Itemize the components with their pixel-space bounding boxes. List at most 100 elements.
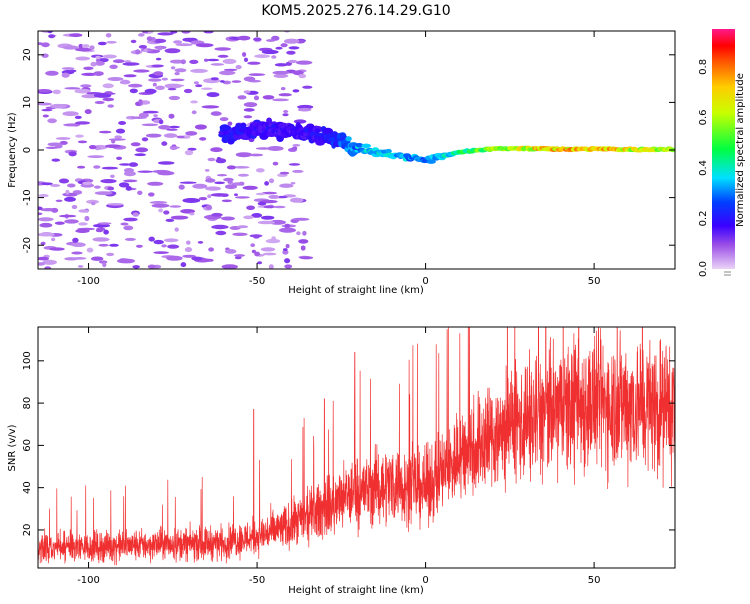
- noise-blob: [132, 265, 140, 269]
- noise-blob: [210, 147, 223, 153]
- noise-blob: [59, 214, 77, 218]
- noise-blob: [106, 40, 117, 44]
- colorbar: 0.0 0.2 0.4 0.6 0.8 Normalized spectral ampl…: [698, 29, 746, 277]
- noise-blob: [283, 38, 300, 44]
- spectrogram-xtick-label: 0: [422, 276, 428, 287]
- noise-blob: [275, 46, 283, 50]
- noise-blob: [167, 87, 177, 91]
- noise-blob: [192, 183, 208, 189]
- snr-xtick-label: -50: [249, 575, 265, 586]
- noise-blob: [219, 70, 236, 76]
- noise-blob: [288, 59, 298, 64]
- noise-blob: [292, 89, 300, 93]
- noise-blob: [86, 247, 94, 253]
- snr-xtick-label: 50: [588, 575, 601, 586]
- noise-blob: [128, 162, 139, 167]
- noise-blob: [182, 254, 196, 258]
- noise-blob: [163, 238, 179, 243]
- noise-blob: [210, 111, 222, 116]
- spectrogram-marks: [38, 31, 675, 269]
- noise-blob: [94, 185, 101, 189]
- noise-blob: [102, 83, 114, 89]
- noise-blob: [169, 59, 185, 64]
- noise-blob: [167, 244, 180, 249]
- noise-blob: [169, 205, 182, 208]
- noise-blob: [224, 68, 238, 72]
- colorbar-tick-label: 0.8: [698, 59, 709, 75]
- noise-blob: [75, 56, 91, 61]
- noise-blob: [89, 45, 95, 50]
- noise-blob: [75, 121, 91, 125]
- noise-blob: [72, 257, 87, 260]
- colorbar-gradient: [712, 29, 735, 269]
- noise-blob: [246, 205, 256, 211]
- noise-blob: [69, 33, 83, 38]
- noise-blob: [170, 78, 185, 82]
- noise-blob: [96, 227, 106, 231]
- noise-blob: [55, 137, 71, 140]
- noise-blob: [206, 92, 220, 98]
- noise-blob: [107, 104, 114, 108]
- noise-blob: [235, 65, 242, 70]
- noise-blob: [146, 36, 153, 42]
- noise-blob: [234, 193, 238, 196]
- noise-blob: [207, 194, 212, 198]
- noise-blob: [266, 39, 276, 42]
- noise-blob: [148, 236, 155, 242]
- noise-blob: [174, 68, 187, 73]
- noise-blob: [170, 146, 180, 149]
- noise-blob: [197, 241, 204, 244]
- noise-blob: [279, 183, 294, 188]
- noise-blob: [95, 55, 101, 60]
- noise-blob: [49, 103, 67, 109]
- noise-blob: [243, 102, 258, 108]
- noise-blob: [82, 181, 93, 185]
- noise-blob: [273, 73, 289, 78]
- noise-blob: [223, 177, 234, 182]
- colorbar-label: Normalized spectral amplitude: [735, 73, 746, 227]
- noise-blob: [207, 157, 216, 162]
- noise-blob: [268, 264, 274, 269]
- noise-blob: [145, 133, 162, 138]
- noise-blob: [44, 266, 52, 269]
- noise-blob: [283, 110, 289, 113]
- noise-blob: [157, 171, 175, 176]
- noise-blob: [174, 227, 179, 232]
- noise-blob: [195, 84, 203, 88]
- noise-blob: [234, 256, 242, 260]
- noise-blob: [243, 108, 255, 112]
- noise-blob: [81, 72, 98, 76]
- snr-ytick-label: 60: [22, 439, 33, 452]
- noise-blob: [67, 183, 76, 188]
- snr-ytick-label: 80: [22, 397, 33, 410]
- snr-xtick-label: 0: [422, 575, 428, 586]
- noise-blob: [62, 111, 79, 117]
- signal-blob: [361, 143, 372, 148]
- noise-blob: [163, 210, 170, 215]
- noise-blob: [261, 49, 279, 55]
- noise-blob: [214, 47, 231, 51]
- noise-blob: [198, 197, 208, 201]
- noise-blob: [206, 58, 220, 62]
- noise-blob: [40, 241, 46, 246]
- noise-blob: [91, 256, 104, 261]
- noise-blob: [77, 265, 84, 268]
- noise-blob: [255, 168, 265, 173]
- noise-blob: [93, 93, 112, 98]
- noise-blob: [243, 90, 251, 94]
- noise-blob: [55, 199, 63, 202]
- noise-blob: [199, 137, 207, 141]
- snr-ytick-label: 40: [22, 481, 33, 494]
- noise-blob: [141, 137, 149, 142]
- noise-blob: [158, 208, 164, 213]
- noise-blob: [112, 59, 125, 64]
- noise-blob: [107, 77, 124, 81]
- signal-blob: [355, 143, 364, 148]
- noise-blob: [215, 158, 227, 164]
- noise-blob: [45, 70, 59, 76]
- noise-blob: [221, 199, 232, 203]
- noise-blob: [180, 262, 187, 268]
- noise-blob: [293, 119, 307, 124]
- noise-blob: [75, 229, 90, 233]
- noise-blob: [51, 237, 56, 242]
